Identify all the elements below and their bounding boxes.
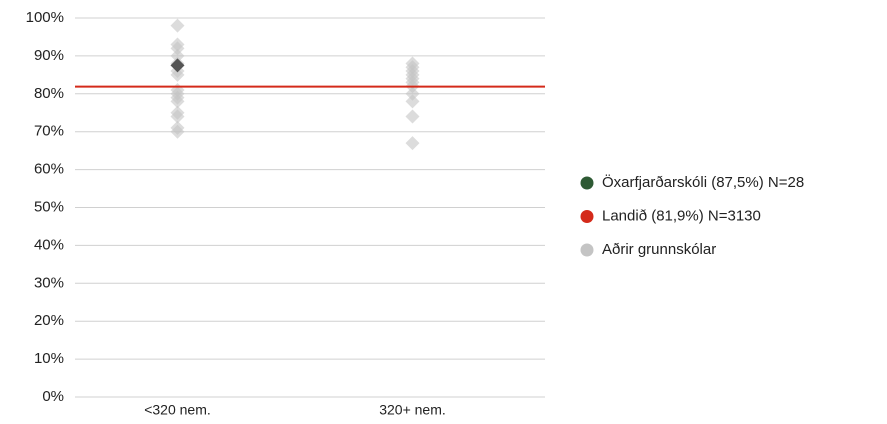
diamond-marker (405, 136, 420, 151)
diamond-marker (170, 109, 185, 124)
diamond-marker (405, 86, 420, 101)
x-tick-label: <320 nem. (144, 402, 211, 418)
y-tick-label: 20% (34, 312, 64, 329)
diamond-marker (405, 94, 420, 109)
x-tick-label: 320+ nem. (379, 402, 446, 418)
y-tick-label: 10% (34, 350, 64, 367)
legend-marker (580, 210, 594, 223)
legend-marker (580, 243, 594, 257)
y-tick-label: 100% (26, 9, 64, 26)
diamond-marker (405, 109, 420, 124)
diamond-marker (170, 94, 185, 109)
diamond-marker (170, 67, 185, 82)
diamond-marker (170, 48, 185, 63)
y-tick-label: 30% (34, 274, 64, 291)
y-tick-label: 90% (34, 47, 64, 64)
y-tick-label: 0% (42, 388, 64, 405)
y-tick-label: 60% (34, 161, 64, 178)
diamond-marker (170, 18, 185, 33)
y-tick-label: 70% (34, 123, 64, 140)
legend-label: Landið (81,9%) N=3130 (602, 207, 761, 224)
legend-label: Öxarfjarðarskóli (87,5%) N=28 (602, 173, 804, 191)
y-tick-label: 80% (34, 85, 64, 102)
diamond-marker (170, 41, 185, 56)
legend-label: Aðrir grunnskólar (602, 241, 716, 258)
legend-marker (580, 176, 594, 190)
diamond-marker (170, 58, 185, 73)
y-tick-label: 40% (34, 236, 64, 253)
y-tick-label: 50% (34, 198, 64, 215)
diamond-marker (170, 124, 185, 139)
